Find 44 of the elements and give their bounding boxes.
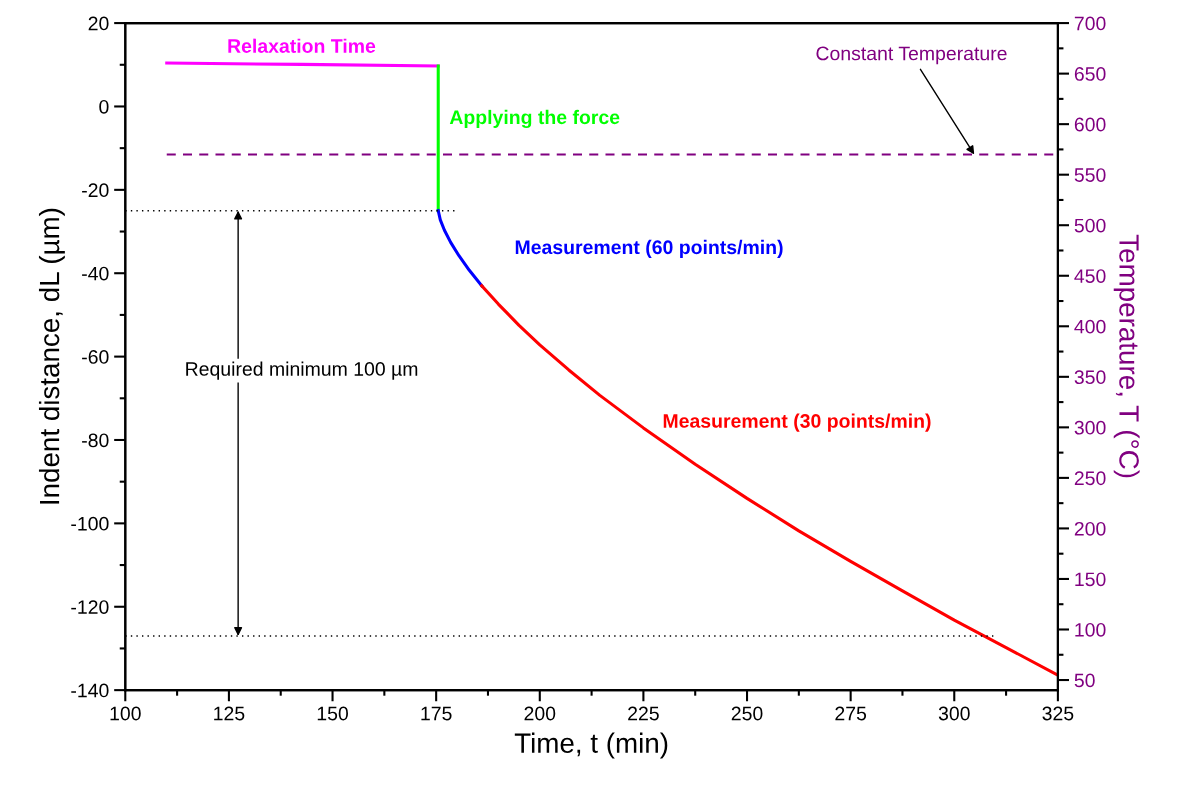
y-tick-label: -100 <box>71 516 109 531</box>
annotation: Measurement (60 points/min) <box>515 239 783 258</box>
y2-tick-label: 50 <box>1074 673 1095 688</box>
x-tick-label: 300 <box>938 706 970 721</box>
y-tick-label: 0 <box>99 99 109 114</box>
line-series <box>480 284 1058 677</box>
y2-tick-label: 500 <box>1074 218 1106 233</box>
x-axis-title: Time, t (min) <box>514 732 668 759</box>
x-tick-label: 100 <box>110 706 141 721</box>
x-tick-label: 175 <box>421 706 452 721</box>
y2-tick-label: 200 <box>1074 521 1106 536</box>
y-tick-label: -40 <box>82 266 109 281</box>
y2-tick-label: 700 <box>1074 16 1106 31</box>
x-tick-label: 275 <box>835 706 867 721</box>
y2-tick-label: 600 <box>1074 117 1106 132</box>
y-axis-title: Indent distance, dL (µm) <box>38 208 65 504</box>
x-tick-label: 325 <box>1042 706 1074 721</box>
annotation: Required minimum 100 µm <box>186 361 418 380</box>
y2-tick-label: 550 <box>1074 168 1106 182</box>
y-tick-label: -140 <box>71 683 109 698</box>
y2-tick-label: 250 <box>1074 471 1106 486</box>
y2-tick-label: 650 <box>1074 67 1106 81</box>
y2-tick-label: 400 <box>1074 319 1106 334</box>
x-tick-label: 150 <box>317 706 348 721</box>
y-tick-label: -60 <box>82 350 109 364</box>
annotation: Applying the force <box>449 109 620 129</box>
annotation: Relaxation Time <box>228 38 376 53</box>
y-tick-label: 20 <box>88 16 109 31</box>
y-tick-label: -80 <box>82 433 109 448</box>
annotation: Constant Temperature <box>816 46 1007 65</box>
x-tick-label: 225 <box>628 706 659 721</box>
annotation: Measurement (30 points/min) <box>663 413 931 432</box>
y2-tick-label: 450 <box>1074 269 1106 283</box>
x-tick-label: 250 <box>731 706 763 721</box>
x-tick-label: 200 <box>524 706 556 721</box>
x-tick-label: 125 <box>214 706 245 721</box>
y-tick-label: -120 <box>71 600 109 614</box>
y-tick-label: -20 <box>82 183 109 198</box>
y2-axis-title: Temperature, T (°C) <box>1113 234 1140 478</box>
y2-tick-label: 350 <box>1074 370 1106 385</box>
y2-tick-label: 150 <box>1075 572 1106 587</box>
y2-tick-label: 100 <box>1075 622 1106 637</box>
line-series <box>436 209 484 288</box>
y2-tick-label: 300 <box>1074 420 1106 435</box>
